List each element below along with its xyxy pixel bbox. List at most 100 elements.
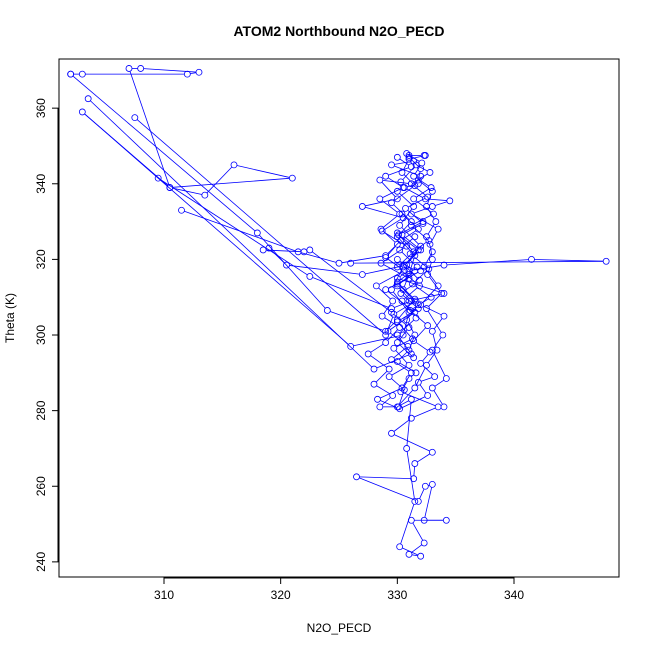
- data-point: [416, 276, 423, 284]
- data-point: [397, 388, 405, 396]
- data-point: [405, 361, 413, 369]
- series-segment: [402, 166, 415, 180]
- series-segment: [399, 400, 409, 406]
- data-point: [412, 161, 420, 169]
- series-segment: [387, 242, 399, 254]
- data-point: [414, 378, 422, 386]
- data-point: [424, 322, 432, 329]
- series-segment: [421, 377, 432, 382]
- data-point: [414, 180, 422, 188]
- data-point: [396, 246, 404, 254]
- series-segment: [415, 367, 426, 386]
- data-point: [396, 543, 404, 551]
- data-point: [405, 152, 413, 159]
- series-segment: [415, 200, 432, 213]
- data-point: [446, 197, 454, 205]
- series-segment: [398, 329, 408, 341]
- series-segment: [413, 173, 428, 183]
- data-point: [403, 445, 411, 452]
- series-segment: [394, 434, 430, 452]
- data-point: [393, 331, 401, 339]
- series-segment: [402, 295, 417, 307]
- series-segment: [190, 72, 197, 75]
- data-point: [413, 263, 421, 271]
- series-segment: [375, 370, 388, 383]
- series-segment: [399, 319, 415, 334]
- series-segment: [414, 165, 421, 174]
- series-segment: [399, 193, 412, 205]
- data-point: [393, 263, 401, 271]
- series-segment: [400, 278, 442, 293]
- series-segment: [289, 265, 360, 275]
- series-segment: [84, 113, 349, 345]
- series-segment: [394, 165, 419, 176]
- x-axis: 310 320 330 340: [154, 577, 524, 602]
- plot-frame: [58, 58, 620, 578]
- series-8: [178, 206, 422, 267]
- data-point: [424, 392, 432, 399]
- series-segment: [382, 179, 409, 184]
- series-segment: [393, 291, 408, 311]
- series-segment: [393, 360, 410, 372]
- data-point: [438, 290, 446, 297]
- data-point: [420, 539, 428, 547]
- series-segment: [413, 215, 432, 225]
- data-point: [398, 384, 406, 392]
- series-segment: [387, 321, 396, 330]
- y-axis: 240 260 280 300 320 340 360: [34, 98, 59, 572]
- series-segment: [380, 388, 400, 399]
- series-segment: [376, 354, 409, 369]
- data-point: [183, 70, 191, 78]
- series-9: [265, 218, 427, 278]
- data-point: [353, 473, 360, 481]
- series-segment: [386, 316, 394, 333]
- data-point: [372, 282, 380, 290]
- data-point: [410, 337, 418, 345]
- data-point: [421, 482, 429, 490]
- data-point: [417, 552, 425, 560]
- series-segment: [384, 219, 401, 230]
- series-segment: [417, 453, 431, 463]
- data-point: [78, 108, 86, 116]
- data-point: [378, 312, 386, 320]
- series-segment: [391, 378, 403, 389]
- series-segment: [359, 476, 411, 479]
- data-point: [253, 229, 261, 237]
- data-point: [358, 271, 366, 278]
- data-point: [439, 331, 447, 339]
- data-point: [440, 261, 448, 269]
- series-segment: [393, 204, 410, 220]
- series-segment: [383, 215, 398, 228]
- series-segment: [184, 210, 296, 252]
- data-point: [201, 191, 209, 199]
- data-point: [265, 244, 273, 252]
- y-axis-label: Theta (K): [3, 293, 17, 343]
- data-point: [410, 248, 418, 256]
- series-segment: [129, 71, 170, 185]
- data-point: [414, 301, 422, 309]
- series-segment: [411, 293, 442, 301]
- data-point: [411, 384, 419, 392]
- data-point: [137, 65, 145, 72]
- series-segment: [270, 249, 285, 264]
- series-segment: [72, 75, 256, 232]
- data-point: [407, 369, 415, 377]
- data-point: [335, 259, 343, 267]
- data-point: [67, 70, 75, 78]
- data-point: [424, 193, 432, 201]
- series-segment: [412, 298, 429, 310]
- series-segment: [400, 222, 421, 234]
- series-segment: [311, 251, 390, 311]
- series-segment: [401, 238, 413, 249]
- x-axis-label: N2O_PECD: [307, 621, 372, 635]
- series-4: [84, 95, 423, 373]
- series-segment: [300, 252, 337, 263]
- data-point: [434, 403, 442, 411]
- data-point: [376, 403, 384, 411]
- data-point: [420, 516, 428, 524]
- y-tick-label: 320: [34, 249, 48, 269]
- series-segment: [435, 201, 448, 206]
- series-segment: [381, 200, 398, 213]
- x-tick-label: 330: [387, 588, 407, 602]
